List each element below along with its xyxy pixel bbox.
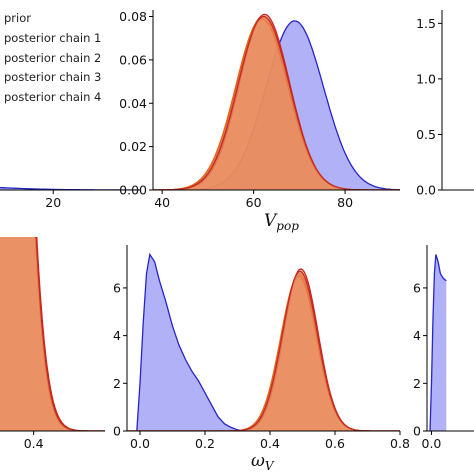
- prior-density-line: [429, 254, 447, 431]
- y-tick-label: 6: [113, 280, 121, 295]
- y-tick-label: 0.08: [119, 9, 147, 24]
- x-tick-label: 0.2: [195, 436, 215, 451]
- legend-item-chain-1: posterior chain 1: [4, 31, 101, 45]
- prior-density-fill: [136, 254, 244, 431]
- xlabel-bottom-middle: ωV: [251, 451, 275, 473]
- panel-bottom-right: 0.00 2 4 6: [413, 245, 474, 451]
- y-tick-label: 4: [113, 328, 121, 343]
- x-tick-label: 40: [154, 195, 170, 210]
- y-tick-label: 0: [113, 424, 121, 439]
- x-tick-label: 0.4: [24, 436, 44, 451]
- x-tick-label: 0.4: [260, 436, 280, 451]
- x-tick-label: 0.6: [325, 436, 345, 451]
- plot-area: [153, 13, 400, 190]
- panel-bottom-middle: 0.0 0.2 0.4 0.6 0.8 0 2 4 6: [113, 245, 410, 451]
- x-tick-label: 0.0: [130, 436, 150, 451]
- legend-item-chain-3: posterior chain 3: [4, 70, 101, 84]
- y-tick-label: 4: [413, 328, 421, 343]
- x-tick-label: 20: [45, 195, 61, 210]
- prior-density-line: [136, 252, 245, 431]
- x-tick-label: 0.0: [422, 436, 442, 451]
- x-tick-label: 60: [246, 195, 262, 210]
- y-tick-label: 0.5: [416, 127, 436, 142]
- plot-area: [127, 252, 400, 431]
- panel-bottom-left: 0.4: [0, 237, 105, 451]
- y-tick-label: 2: [113, 376, 121, 391]
- panel-top-right: 0.0 0.5 1.0 1.5: [416, 10, 474, 198]
- y-tick-label: 1.0: [416, 71, 436, 86]
- y-tick-label: 0.0: [416, 183, 436, 198]
- y-tick-label: 2: [413, 376, 421, 391]
- plot-area: [0, 237, 105, 431]
- xlabel-top-middle: Vpop: [264, 211, 299, 233]
- legend-item-prior: prior: [4, 11, 31, 25]
- y-tick-label: 0.00: [119, 183, 147, 198]
- panel-top-left: 20: [0, 186, 140, 210]
- y-tick-label: 0.04: [119, 96, 147, 111]
- y-tick-label: 0: [413, 424, 421, 439]
- x-tick-label: 80: [337, 195, 353, 210]
- y-tick-label: 0.02: [119, 139, 147, 154]
- legend-item-chain-4: posterior chain 4: [4, 90, 101, 104]
- y-tick-label: 6: [413, 280, 421, 295]
- x-tick-label: 0.8: [390, 436, 410, 451]
- posterior-chain-4-fill: [153, 16, 400, 190]
- legend-item-chain-2: posterior chain 2: [4, 51, 101, 65]
- posterior-chain-4-fill: [0, 237, 105, 431]
- plot-area: [429, 254, 447, 431]
- panel-top-middle: 40 60 80 0.00 0.02 0.04 0.06 0.08: [119, 9, 400, 210]
- y-tick-label: 1.5: [416, 16, 436, 31]
- legend: prior posterior chain 1 posterior chain …: [4, 11, 101, 104]
- posterior-chain-4-line: [127, 270, 400, 431]
- y-tick-label: 0.06: [119, 52, 147, 67]
